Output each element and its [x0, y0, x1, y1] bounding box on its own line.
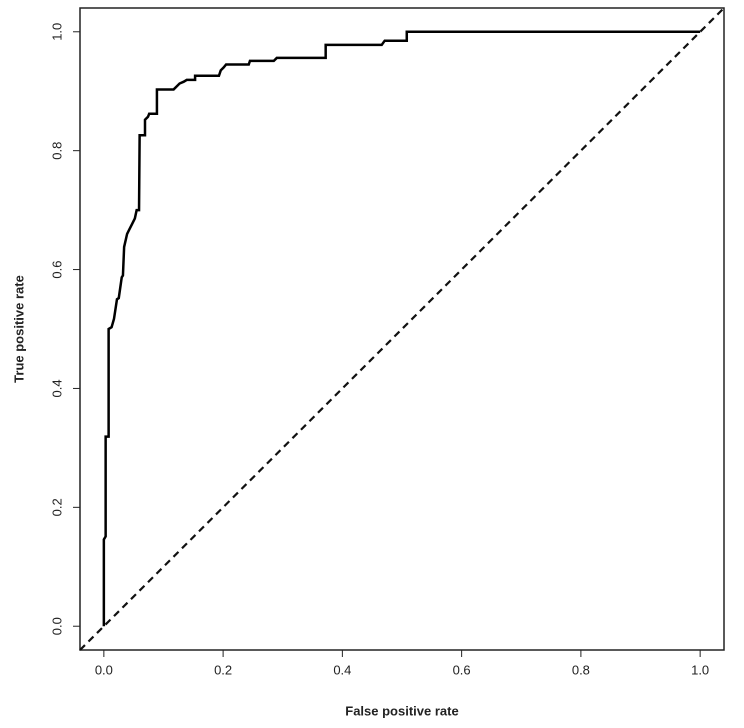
y-tick-label: 0.0 [49, 617, 64, 635]
x-axis-label: False positive rate [345, 703, 458, 718]
x-tick-label: 0.6 [453, 662, 471, 677]
x-tick-label: 0.4 [333, 662, 351, 677]
x-tick-label: 0.8 [572, 662, 590, 677]
y-tick-label: 0.4 [49, 379, 64, 397]
y-axis-label: True positive rate [11, 275, 26, 383]
y-tick-label: 0.2 [49, 498, 64, 516]
plot-frame [79, 7, 725, 651]
reference-diagonal [79, 7, 725, 651]
y-tick-label: 0.8 [49, 142, 64, 160]
x-tick-label: 0.0 [95, 662, 113, 677]
x-tick-label: 1.0 [691, 662, 709, 677]
roc-curve [102, 30, 701, 627]
x-tick-label: 0.2 [214, 662, 232, 677]
y-tick-label: 1.0 [49, 23, 64, 41]
y-tick-label: 0.6 [49, 261, 64, 279]
